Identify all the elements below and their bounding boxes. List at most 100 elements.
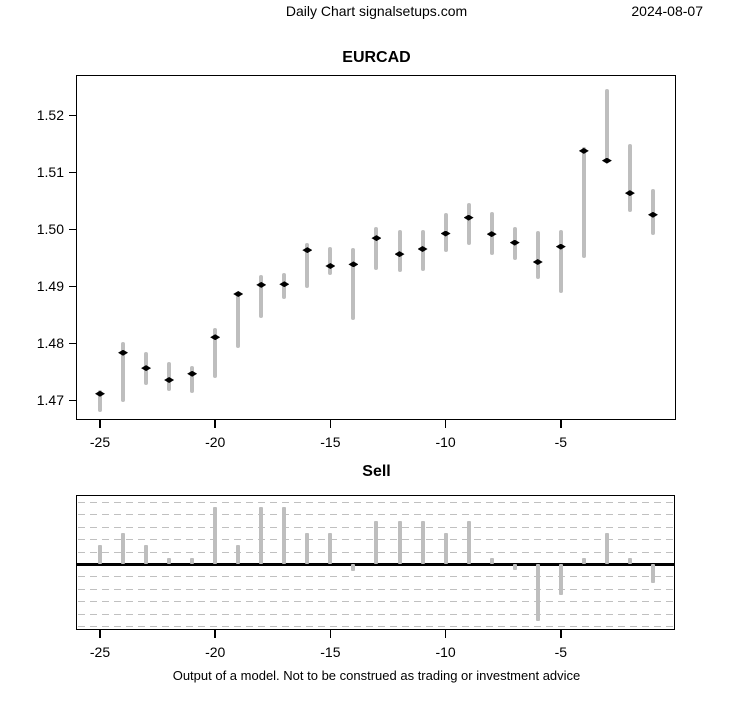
sell-bar	[374, 520, 379, 564]
x-axis-tick	[329, 420, 332, 428]
sell-x-axis-tick	[214, 630, 216, 638]
x-axis-label: -15	[320, 434, 341, 450]
x-axis-tick	[444, 420, 447, 428]
y-axis-tick	[69, 228, 76, 230]
x-axis-label: -5	[554, 434, 568, 450]
close-marker	[601, 157, 612, 164]
price-range-bar	[190, 365, 195, 394]
grid-line	[78, 601, 673, 603]
close-marker	[417, 245, 428, 252]
grid-line	[78, 588, 673, 590]
close-marker	[555, 243, 566, 250]
sell-bar	[144, 545, 149, 564]
price-range-bar	[397, 230, 402, 272]
sell-bar	[397, 520, 402, 564]
sell-bar	[121, 533, 126, 564]
close-marker	[624, 190, 635, 197]
price-range-bar	[627, 144, 632, 212]
y-axis-label: 1.50	[36, 221, 64, 237]
grid-line	[78, 514, 673, 516]
x-axis-label: -10	[435, 434, 456, 450]
x-axis-tick	[214, 420, 216, 428]
zero-line	[76, 562, 675, 566]
close-marker	[463, 214, 474, 221]
sell-bar	[604, 533, 609, 564]
sell-bar	[190, 557, 195, 564]
close-marker	[348, 261, 359, 268]
sell-bar	[236, 545, 241, 564]
y-axis-tick	[69, 285, 76, 287]
close-marker	[578, 147, 589, 154]
close-marker	[532, 259, 543, 266]
close-marker	[302, 247, 313, 254]
y-axis-label: 1.47	[36, 392, 64, 408]
sell-bar	[213, 506, 218, 564]
footer-disclaimer: Output of a model. Not to be construed a…	[172, 668, 581, 683]
close-marker	[509, 239, 520, 246]
price-range-bar	[374, 226, 379, 271]
sell-bar	[489, 557, 494, 564]
sell-x-axis-tick	[444, 630, 447, 638]
price-range-bar	[236, 292, 241, 349]
sell-bar	[328, 533, 333, 564]
sell-x-axis-label: -20	[205, 644, 226, 660]
sell-bar	[167, 557, 172, 564]
sell-bar	[420, 520, 425, 564]
close-marker	[164, 377, 175, 384]
grid-line	[78, 502, 673, 503]
sell-chart-title: Sell	[362, 463, 391, 480]
close-marker	[141, 365, 152, 372]
main-chart-title: EURCAD	[342, 49, 411, 66]
sell-x-axis-label: -25	[89, 644, 111, 660]
x-axis-label: -20	[205, 434, 226, 450]
close-marker	[486, 231, 497, 238]
price-range-bar	[213, 328, 218, 379]
y-axis-tick	[69, 114, 76, 116]
close-marker	[256, 281, 267, 288]
y-axis-label: 1.49	[36, 278, 64, 294]
sell-bar	[650, 564, 655, 583]
price-range-bar	[581, 146, 586, 259]
header-date: 2024-08-07	[631, 3, 703, 19]
sell-bar	[443, 533, 448, 564]
sell-x-axis-tick	[560, 630, 562, 638]
sell-x-axis-label: -5	[554, 644, 568, 660]
close-marker	[647, 211, 658, 218]
close-marker	[210, 334, 221, 341]
sell-bar	[581, 557, 586, 564]
y-axis-label: 1.48	[36, 335, 64, 351]
sell-bar	[512, 564, 517, 571]
sell-bar	[627, 557, 632, 564]
close-marker	[394, 251, 405, 258]
sell-x-axis-tick	[99, 630, 101, 638]
y-axis-label: 1.52	[36, 107, 64, 123]
close-marker	[279, 281, 290, 288]
sell-x-axis-label: -15	[320, 644, 341, 660]
grid-line	[78, 576, 673, 578]
sell-bar	[305, 533, 310, 564]
sell-bar	[558, 564, 563, 595]
price-range-bar	[259, 275, 264, 319]
close-marker	[371, 235, 382, 242]
y-axis-tick	[69, 342, 76, 344]
x-axis-tick	[560, 420, 562, 428]
price-range-bar	[558, 229, 563, 294]
close-marker	[233, 290, 244, 297]
close-marker	[325, 263, 336, 270]
x-axis-label: -25	[89, 434, 111, 450]
header-title: Daily Chart signalsetups.com	[285, 3, 468, 19]
price-range-bar	[604, 88, 609, 162]
price-range-bar	[98, 389, 102, 412]
y-axis-tick	[69, 399, 76, 401]
sell-bar	[282, 506, 287, 564]
sell-bar	[259, 506, 264, 564]
price-range-bar	[351, 248, 356, 321]
sell-bar	[98, 545, 102, 564]
price-range-bar	[535, 230, 540, 279]
price-range-bar	[167, 361, 172, 392]
price-range-bar	[121, 341, 126, 402]
close-marker	[440, 230, 451, 237]
